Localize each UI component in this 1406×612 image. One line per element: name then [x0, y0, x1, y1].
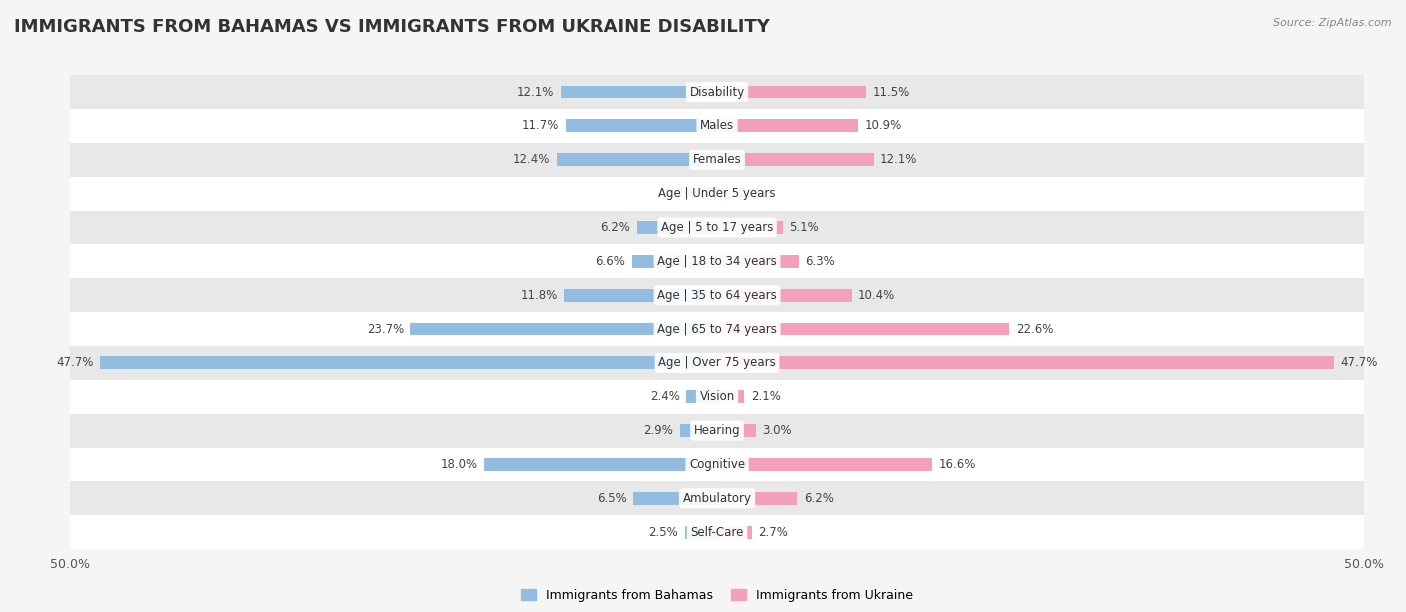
Bar — [70, 244, 1364, 278]
Text: 5.1%: 5.1% — [790, 221, 820, 234]
Text: Vision: Vision — [699, 390, 735, 403]
Text: 3.0%: 3.0% — [762, 424, 792, 437]
Text: 12.4%: 12.4% — [513, 153, 550, 166]
Text: Disability: Disability — [689, 86, 745, 99]
Bar — [70, 380, 1364, 414]
Bar — [565, 119, 717, 132]
Bar — [70, 312, 1364, 346]
Bar — [685, 526, 717, 539]
Text: Cognitive: Cognitive — [689, 458, 745, 471]
Bar — [717, 458, 932, 471]
Text: 2.5%: 2.5% — [648, 526, 678, 539]
Bar — [70, 211, 1364, 244]
Text: 11.7%: 11.7% — [522, 119, 560, 132]
Text: Age | 5 to 17 years: Age | 5 to 17 years — [661, 221, 773, 234]
Text: 1.0%: 1.0% — [737, 187, 766, 200]
Text: 12.1%: 12.1% — [880, 153, 918, 166]
Bar — [717, 289, 852, 302]
Bar — [717, 356, 1334, 369]
Bar — [70, 143, 1364, 177]
Text: 6.3%: 6.3% — [806, 255, 835, 268]
Bar — [70, 109, 1364, 143]
Text: 1.2%: 1.2% — [665, 187, 695, 200]
Bar — [561, 86, 717, 99]
Text: 6.6%: 6.6% — [595, 255, 626, 268]
Text: 2.7%: 2.7% — [758, 526, 789, 539]
Bar — [717, 154, 873, 166]
Text: 12.1%: 12.1% — [516, 86, 554, 99]
Bar — [717, 492, 797, 505]
Text: Ambulatory: Ambulatory — [682, 492, 752, 505]
Text: Self-Care: Self-Care — [690, 526, 744, 539]
Bar — [411, 323, 717, 335]
Text: Age | 18 to 34 years: Age | 18 to 34 years — [657, 255, 778, 268]
Bar — [717, 255, 799, 268]
Bar — [557, 154, 717, 166]
Text: IMMIGRANTS FROM BAHAMAS VS IMMIGRANTS FROM UKRAINE DISABILITY: IMMIGRANTS FROM BAHAMAS VS IMMIGRANTS FR… — [14, 18, 770, 36]
Text: Age | 35 to 64 years: Age | 35 to 64 years — [657, 289, 778, 302]
Text: Hearing: Hearing — [693, 424, 741, 437]
Text: Age | 65 to 74 years: Age | 65 to 74 years — [657, 323, 778, 335]
Text: 11.8%: 11.8% — [520, 289, 558, 302]
Text: Age | Under 5 years: Age | Under 5 years — [658, 187, 776, 200]
Bar — [70, 75, 1364, 109]
Text: 10.9%: 10.9% — [865, 119, 901, 132]
Bar — [70, 346, 1364, 380]
Bar — [717, 323, 1010, 335]
Text: 18.0%: 18.0% — [440, 458, 478, 471]
Text: 10.4%: 10.4% — [858, 289, 896, 302]
Bar — [637, 221, 717, 234]
Bar — [717, 221, 783, 234]
Text: Age | Over 75 years: Age | Over 75 years — [658, 356, 776, 370]
Text: 2.9%: 2.9% — [643, 424, 673, 437]
Text: 2.1%: 2.1% — [751, 390, 780, 403]
Bar — [717, 187, 730, 200]
Bar — [717, 390, 744, 403]
Bar — [717, 119, 858, 132]
Bar — [70, 278, 1364, 312]
Bar — [100, 356, 717, 369]
Bar — [686, 390, 717, 403]
Text: 6.2%: 6.2% — [804, 492, 834, 505]
Legend: Immigrants from Bahamas, Immigrants from Ukraine: Immigrants from Bahamas, Immigrants from… — [516, 584, 918, 606]
Text: 16.6%: 16.6% — [938, 458, 976, 471]
Bar — [717, 526, 752, 539]
Text: 23.7%: 23.7% — [367, 323, 404, 335]
Bar — [70, 177, 1364, 211]
Bar — [631, 255, 717, 268]
Bar — [679, 424, 717, 437]
Bar — [717, 86, 866, 99]
Bar — [717, 424, 756, 437]
Bar — [70, 515, 1364, 549]
Text: 2.4%: 2.4% — [650, 390, 679, 403]
Text: 47.7%: 47.7% — [1340, 356, 1378, 370]
Bar — [564, 289, 717, 302]
Bar — [484, 458, 717, 471]
Bar — [70, 414, 1364, 447]
Text: 6.5%: 6.5% — [596, 492, 627, 505]
Text: 22.6%: 22.6% — [1017, 323, 1053, 335]
Text: 11.5%: 11.5% — [872, 86, 910, 99]
Bar — [633, 492, 717, 505]
Bar — [70, 447, 1364, 482]
Bar — [70, 482, 1364, 515]
Text: 6.2%: 6.2% — [600, 221, 630, 234]
Text: Females: Females — [693, 153, 741, 166]
Text: 47.7%: 47.7% — [56, 356, 94, 370]
Text: Males: Males — [700, 119, 734, 132]
Bar — [702, 187, 717, 200]
Text: Source: ZipAtlas.com: Source: ZipAtlas.com — [1274, 18, 1392, 28]
